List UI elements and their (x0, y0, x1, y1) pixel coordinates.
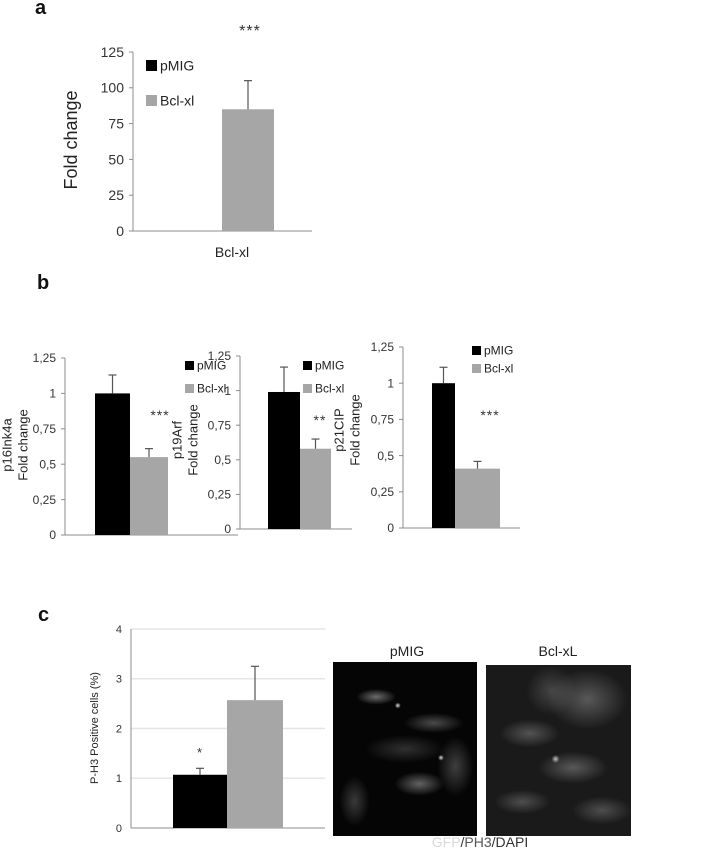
y-tick-label: 0,75 (371, 413, 395, 427)
y-tick-label: 0,75 (208, 418, 232, 432)
legend-label: pMIG (197, 359, 226, 373)
legend-swatch-bcl-xl (146, 95, 157, 106)
panel-label-c: c (38, 604, 50, 626)
legend-label: Bcl-xl (160, 93, 194, 109)
y-tick-label: 0,25 (371, 485, 395, 499)
significance-marker: *** (150, 407, 169, 423)
bar-bcl-xl (455, 468, 500, 528)
legend-swatch-pmig (472, 346, 481, 355)
caption-gfp: GFP (431, 834, 461, 850)
bar-bcl-xl (222, 109, 274, 231)
y-tick-label: 3 (116, 674, 122, 686)
y-tick-label: 0,25 (208, 488, 232, 502)
caption-ph3: PH3 (464, 834, 492, 850)
panel-label-b: b (37, 272, 50, 294)
significance-marker: ** (314, 412, 327, 428)
y-tick-label: 2 (116, 723, 122, 735)
legend-swatch-pmig (185, 361, 194, 370)
y-tick-label: 0,75 (33, 422, 57, 436)
y-axis-label: Fold change (15, 409, 30, 481)
legend-label: pMIG (484, 344, 513, 358)
y-tick-label: 0 (49, 528, 56, 542)
y-tick-label: 1,25 (33, 351, 57, 365)
y-axis-label: Fold change (347, 394, 362, 466)
panel-label-a: a (35, 0, 47, 19)
legend-swatch-bcl-xl (185, 384, 194, 393)
legend-swatch-bcl-xl (303, 384, 312, 393)
y-tick-label: 75 (108, 116, 124, 132)
y-tick-label: 100 (101, 80, 125, 96)
caption-sep: / (491, 834, 496, 850)
significance-marker: * (197, 745, 203, 760)
caption-sep: / (460, 834, 465, 850)
y-tick-label: 0,5 (214, 453, 231, 467)
significance-marker: *** (239, 23, 261, 40)
caption-dapi: DAPI (495, 834, 529, 850)
legend-swatch-bcl-xl (472, 364, 481, 373)
y-axis-label: P-H3 Positive cells (%) (89, 672, 101, 784)
panel-a-xlabel: Bcl-xl (214, 244, 250, 260)
micrograph-bclxl (486, 665, 631, 836)
y-tick-label: 0 (387, 521, 394, 535)
y-tick-label: 1 (116, 773, 122, 785)
y-tick-label: 1,25 (371, 340, 395, 354)
bar-bcl-xl (130, 457, 168, 535)
bar-pmig (268, 391, 300, 529)
y-tick-label: 1 (49, 387, 56, 401)
y-axis-label: Fold change (185, 404, 200, 476)
legend-label: pMIG (160, 58, 194, 74)
micrograph-caption: GFP/PH3/DAPI (432, 834, 528, 850)
y-tick-label: 1 (387, 376, 394, 390)
y-tick-label: 0 (116, 223, 124, 239)
bar-pmig (95, 393, 130, 535)
y-axis-label: p19Arf (169, 420, 184, 459)
y-axis-label: Fold change (61, 90, 81, 189)
legend-label: Bcl-xl (484, 362, 513, 376)
image-title-pmig: pMIG (389, 643, 425, 659)
y-tick-label: 0 (116, 823, 122, 835)
y-tick-label: 0,5 (39, 457, 56, 471)
bar-pmig (432, 383, 455, 528)
legend-swatch-pmig (146, 60, 157, 71)
y-tick-label: 25 (108, 187, 124, 203)
legend-label: pMIG (315, 359, 344, 373)
y-tick-label: 0 (224, 522, 231, 536)
y-axis-label: p16Ink4a (0, 417, 14, 471)
y-tick-label: 50 (108, 151, 124, 167)
y-tick-label: 125 (101, 44, 125, 60)
y-tick-label: 1,25 (208, 349, 232, 363)
y-axis-label: p21CIP (331, 408, 346, 451)
legend-label: Bcl-xl (315, 382, 344, 396)
significance-marker: *** (480, 407, 499, 423)
bar-pmig (173, 774, 227, 828)
bar-bcl-xl (227, 700, 283, 828)
legend-swatch-pmig (303, 361, 312, 370)
y-tick-label: 1 (224, 384, 231, 398)
bar-bcl-xl (300, 448, 331, 529)
micrograph-pmig (333, 662, 477, 836)
image-title-bclxl: Bcl-xL (538, 643, 578, 659)
y-tick-label: 4 (116, 624, 122, 636)
legend-label: Bcl-xl (197, 382, 226, 396)
y-tick-label: 0,5 (377, 449, 394, 463)
y-tick-label: 0,25 (33, 493, 57, 507)
